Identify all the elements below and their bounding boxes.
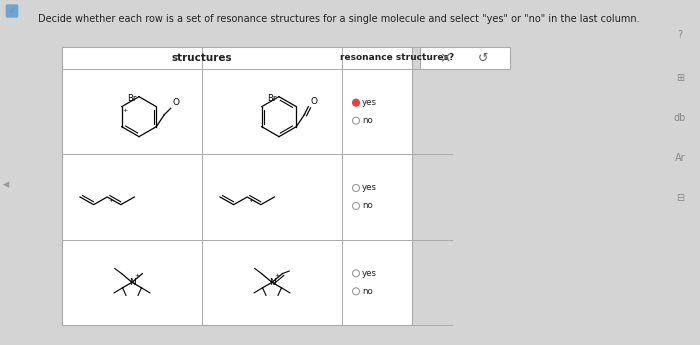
Text: Br: Br: [127, 94, 136, 103]
Text: yes: yes: [362, 184, 377, 193]
Bar: [420, 47, 510, 69]
Text: yes: yes: [362, 98, 377, 107]
Text: ◂: ◂: [3, 178, 9, 191]
Text: db: db: [674, 113, 686, 123]
Text: ✓: ✓: [7, 6, 17, 16]
Text: Decide whether each row is a set of resonance structures for a single molecule a: Decide whether each row is a set of reso…: [38, 14, 640, 24]
Text: no: no: [362, 201, 372, 210]
Circle shape: [353, 99, 360, 106]
Text: O: O: [173, 98, 180, 107]
Text: ↺: ↺: [477, 51, 489, 65]
Text: O: O: [310, 97, 317, 106]
Text: N: N: [129, 278, 135, 287]
Text: no: no: [362, 116, 372, 125]
Text: N: N: [269, 278, 275, 287]
Text: +: +: [274, 273, 279, 278]
Text: +: +: [134, 273, 139, 278]
Bar: [62, 47, 412, 325]
Text: no: no: [362, 287, 372, 296]
Text: +: +: [108, 198, 114, 204]
Text: ⊟: ⊟: [676, 193, 684, 203]
Text: Ar: Ar: [675, 153, 685, 163]
Text: yes: yes: [362, 269, 377, 278]
Text: Br: Br: [267, 94, 276, 103]
Text: +: +: [122, 108, 128, 113]
Text: ⊞: ⊞: [676, 73, 684, 83]
Text: structures: structures: [172, 53, 232, 63]
Text: +: +: [248, 198, 254, 204]
Text: ×: ×: [440, 51, 451, 65]
Text: ?: ?: [678, 30, 682, 40]
Text: resonance structures?: resonance structures?: [340, 53, 454, 62]
